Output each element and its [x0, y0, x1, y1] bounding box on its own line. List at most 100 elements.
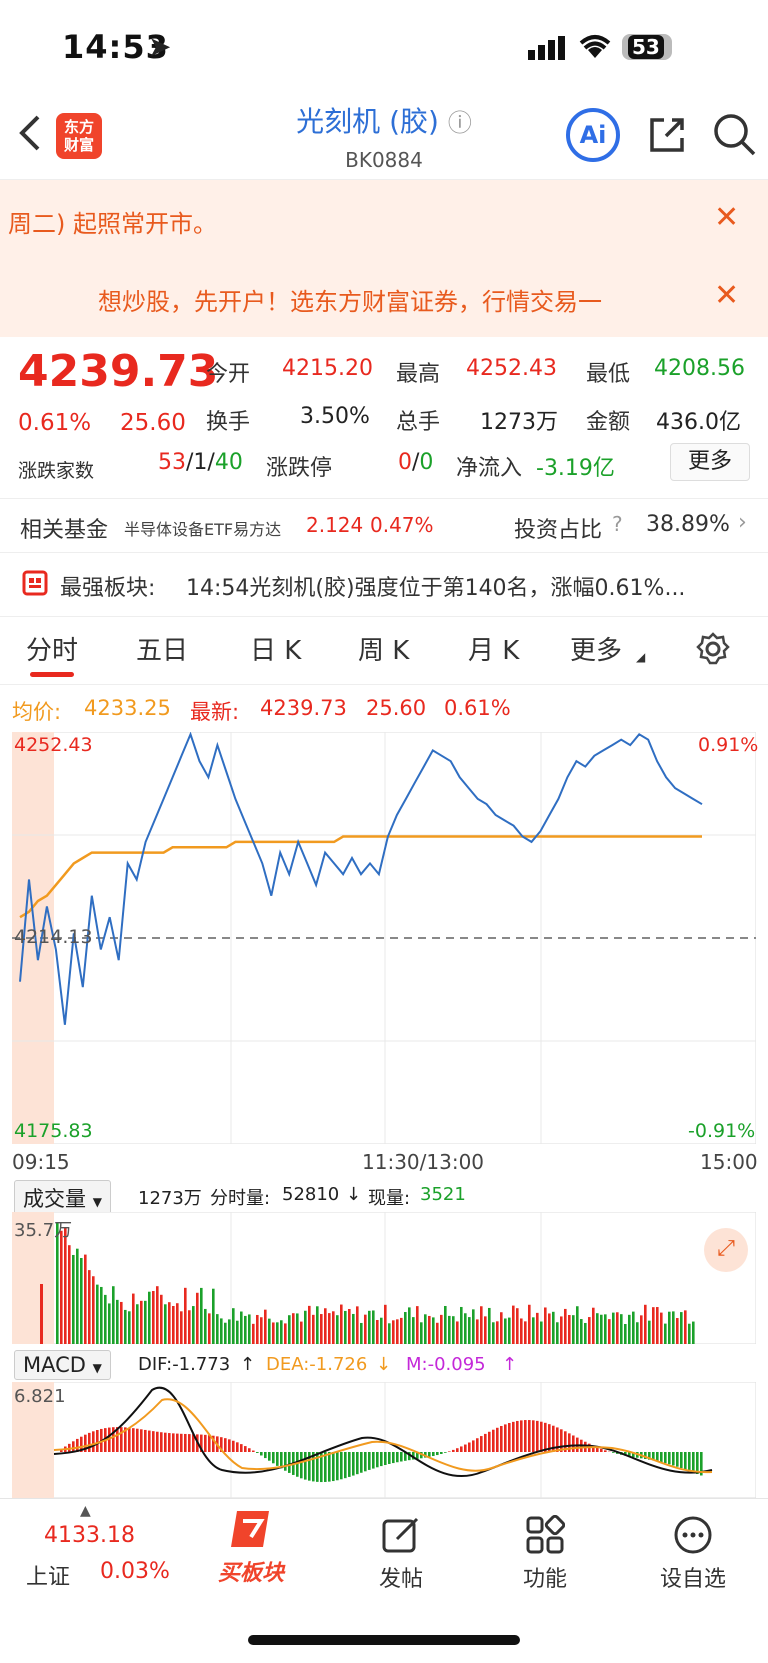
volume-bar — [448, 1315, 451, 1344]
low-value: 4208.56 — [654, 356, 745, 381]
macd-bar — [528, 1420, 531, 1452]
macd-bar — [364, 1452, 367, 1472]
expand-icon[interactable]: ⤢ — [704, 1228, 748, 1272]
volume-bar — [692, 1321, 695, 1344]
volume-bar — [688, 1323, 691, 1344]
tab-monthly-k[interactable]: 月 K — [468, 636, 520, 666]
volume-bar — [124, 1309, 127, 1344]
volume-bar — [480, 1306, 483, 1344]
chevron-right-icon[interactable]: › — [738, 510, 747, 535]
volume-bar — [536, 1312, 539, 1344]
caret-icon: ◢ — [636, 650, 646, 664]
low-label: 最低 — [586, 362, 631, 387]
indicator-select-volume[interactable]: 成交量 ▼ — [14, 1180, 111, 1216]
volume-bar — [412, 1317, 415, 1344]
volume-bar — [320, 1314, 323, 1344]
tab-intraday[interactable]: 分时 — [26, 636, 79, 666]
macd-bar — [432, 1452, 435, 1457]
buy-sector-button[interactable]: 买板块 — [206, 1509, 296, 1587]
tab-daily-k[interactable]: 日 K — [250, 636, 302, 666]
macd-bar — [596, 1447, 599, 1452]
volume-bar — [208, 1313, 211, 1344]
volume-bar — [128, 1311, 131, 1344]
arrow-down-icon: ↓ — [376, 1354, 392, 1375]
volume-bar — [500, 1312, 503, 1344]
macd-bar — [112, 1427, 115, 1452]
index-name[interactable]: 上证 — [26, 1565, 71, 1590]
tab-more[interactable]: 更多 — [570, 636, 623, 666]
function-button[interactable]: 功能 — [500, 1514, 590, 1593]
volume-bar — [660, 1312, 663, 1344]
index-pct[interactable]: 0.03% — [100, 1559, 170, 1584]
minute-volume-label: 分时量: — [210, 1188, 271, 1209]
volume-bar — [356, 1306, 359, 1344]
macd-bar — [644, 1452, 647, 1460]
volume-bar — [452, 1316, 455, 1344]
volume-bar — [384, 1304, 387, 1344]
macd-bar — [412, 1452, 415, 1460]
arrow-up-icon: ↑ — [502, 1354, 518, 1375]
volume-bar — [552, 1311, 555, 1344]
macd-bar — [568, 1433, 571, 1452]
banner-text-2[interactable]: 想炒股，先开户！选东方财富证券，行情交易一 — [98, 288, 602, 316]
macd-bar — [332, 1452, 335, 1482]
ai-button[interactable]: Ai — [566, 108, 620, 162]
back-icon[interactable] — [18, 115, 42, 151]
open-value: 4215.20 — [282, 356, 373, 381]
search-icon[interactable] — [712, 112, 758, 158]
signal-icon — [528, 36, 565, 60]
volume-bar — [656, 1307, 659, 1344]
macd-bar — [612, 1452, 615, 1453]
help-icon[interactable]: ? — [612, 512, 623, 536]
intraday-chart[interactable] — [12, 732, 756, 1144]
add-watchlist-button[interactable]: 设自选 — [648, 1515, 738, 1593]
macd-bar — [60, 1449, 63, 1452]
breadth-label: 涨跌家数 — [18, 460, 95, 482]
fund-name[interactable]: 半导体设备ETF易方达 — [124, 520, 282, 539]
tab-five-day[interactable]: 五日 — [136, 636, 189, 666]
share-icon[interactable] — [646, 114, 688, 156]
volume-bar — [108, 1303, 111, 1344]
volume-bar — [308, 1305, 311, 1344]
volume-bar — [528, 1304, 531, 1344]
pct-max-label: 0.91% — [698, 734, 759, 756]
volume-bar — [600, 1314, 603, 1344]
volume-bar — [276, 1322, 279, 1344]
post-button[interactable]: 发帖 — [356, 1515, 446, 1593]
volume-value: 1273万 — [480, 410, 558, 435]
macd-bar — [552, 1425, 555, 1452]
gear-icon[interactable] — [696, 632, 730, 666]
volume-bar — [464, 1313, 467, 1344]
volume-bar — [560, 1316, 563, 1344]
close-icon[interactable]: ✕ — [714, 200, 740, 235]
tab-weekly-k[interactable]: 周 K — [358, 636, 410, 666]
avg-value: 4233.25 — [84, 696, 171, 720]
macd-bar — [328, 1452, 331, 1482]
macd-bar — [676, 1452, 679, 1467]
volume-bar — [472, 1309, 475, 1344]
macd-bar — [540, 1421, 543, 1452]
volume-bar — [256, 1314, 259, 1344]
buy-icon — [231, 1511, 269, 1547]
volume-bar — [488, 1307, 491, 1344]
volume-bar — [60, 1230, 63, 1344]
y-max-label: 4252.43 — [14, 734, 93, 756]
strong-text[interactable]: 14:54光刻机(胶)强度位于第140名，涨幅0.61%... — [186, 576, 686, 601]
volume-bar — [352, 1313, 355, 1344]
info-icon[interactable]: ⓘ — [447, 109, 472, 137]
macd-bar — [700, 1452, 703, 1476]
volume-bar — [648, 1320, 651, 1344]
volume-bar — [300, 1321, 303, 1344]
more-button[interactable]: 更多 — [670, 443, 750, 481]
indicator-select-macd[interactable]: MACD ▼ — [14, 1350, 111, 1380]
index-value[interactable]: 4133.18 — [44, 1523, 135, 1548]
macd-bar — [340, 1452, 343, 1480]
macd-bar — [472, 1440, 475, 1452]
close-icon[interactable]: ✕ — [714, 278, 740, 313]
grid-icon — [526, 1514, 566, 1554]
macd-bar — [84, 1434, 87, 1452]
volume-bar — [68, 1245, 71, 1344]
macd-bar — [208, 1435, 211, 1452]
macd-bar — [564, 1431, 567, 1452]
netflow-value: -3.19亿 — [536, 456, 615, 481]
